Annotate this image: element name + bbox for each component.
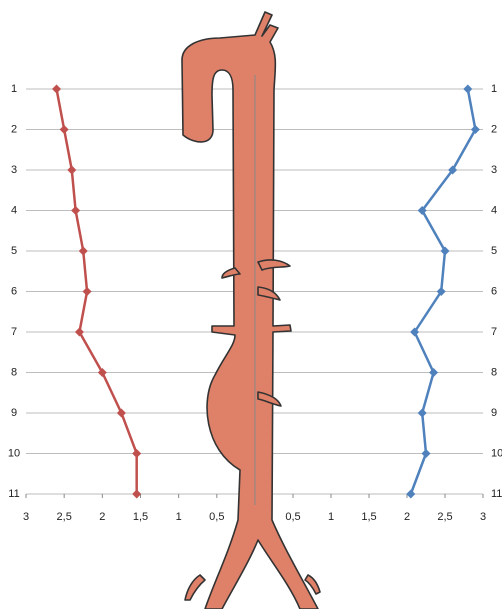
data-point	[116, 408, 126, 418]
y-tick-label: 2	[11, 123, 17, 135]
data-point	[82, 287, 92, 296]
y-tick-label: 7	[11, 326, 17, 338]
x-tick-label: 1	[176, 511, 182, 523]
y-tick-label: 3	[11, 164, 17, 176]
x-tick-label: 2,5	[437, 511, 452, 523]
y-tick-label: 11	[8, 488, 19, 500]
x-tick-label: 2,5	[57, 511, 72, 523]
data-point	[410, 327, 420, 337]
y-tick-label: 9	[491, 407, 497, 419]
x-tick-label: 2	[99, 511, 105, 523]
y-tick-label: 5	[491, 245, 497, 257]
data-point	[429, 368, 439, 377]
data-point	[71, 206, 81, 215]
plot-layer	[52, 84, 480, 499]
x-tick-label: 3	[23, 511, 29, 523]
aorta-illustration	[181, 11, 321, 609]
x-tick-label: 1,5	[133, 511, 148, 523]
y-tick-label: 3	[491, 164, 497, 176]
x-tick-label: 0,5	[209, 511, 224, 523]
data-point	[406, 489, 416, 499]
y-tick-label: 5	[11, 245, 17, 257]
data-point	[470, 125, 480, 134]
x-tick-label: 2	[404, 511, 410, 523]
y-tick-label: 1	[491, 83, 497, 95]
x-tick-label: 1	[328, 511, 334, 523]
data-point	[67, 165, 77, 175]
y-tick-label: 7	[491, 326, 497, 338]
data-point	[417, 206, 427, 215]
y-tick-label: 1	[11, 83, 17, 95]
data-point	[421, 449, 431, 458]
data-point	[78, 246, 88, 256]
y-tick-label: 6	[11, 285, 17, 297]
data-point	[132, 489, 142, 499]
data-point	[448, 165, 458, 175]
y-tick-label: 10	[8, 447, 20, 459]
data-point	[463, 84, 473, 94]
y-tick-label: 10	[491, 447, 502, 459]
data-point	[436, 287, 446, 296]
y-tick-label: 4	[11, 204, 17, 216]
y-tick-label: 8	[491, 366, 497, 378]
x-tick-label: 0,5	[285, 511, 300, 523]
data-point	[97, 368, 107, 377]
data-point	[74, 327, 84, 337]
y-tick-label: 4	[491, 204, 497, 216]
y-tick-label: 6	[491, 285, 497, 297]
y-tick-label: 8	[11, 366, 17, 378]
y-tick-label: 2	[491, 123, 497, 135]
x-tick-label: 1,5	[361, 511, 376, 523]
x-tick-label: 3	[480, 511, 486, 523]
data-point	[59, 125, 69, 134]
data-point	[132, 449, 142, 458]
data-point	[52, 84, 62, 94]
data-point	[440, 246, 450, 256]
data-point	[417, 408, 427, 418]
y-tick-label: 9	[11, 407, 17, 419]
y-tick-label: 11	[491, 488, 502, 500]
